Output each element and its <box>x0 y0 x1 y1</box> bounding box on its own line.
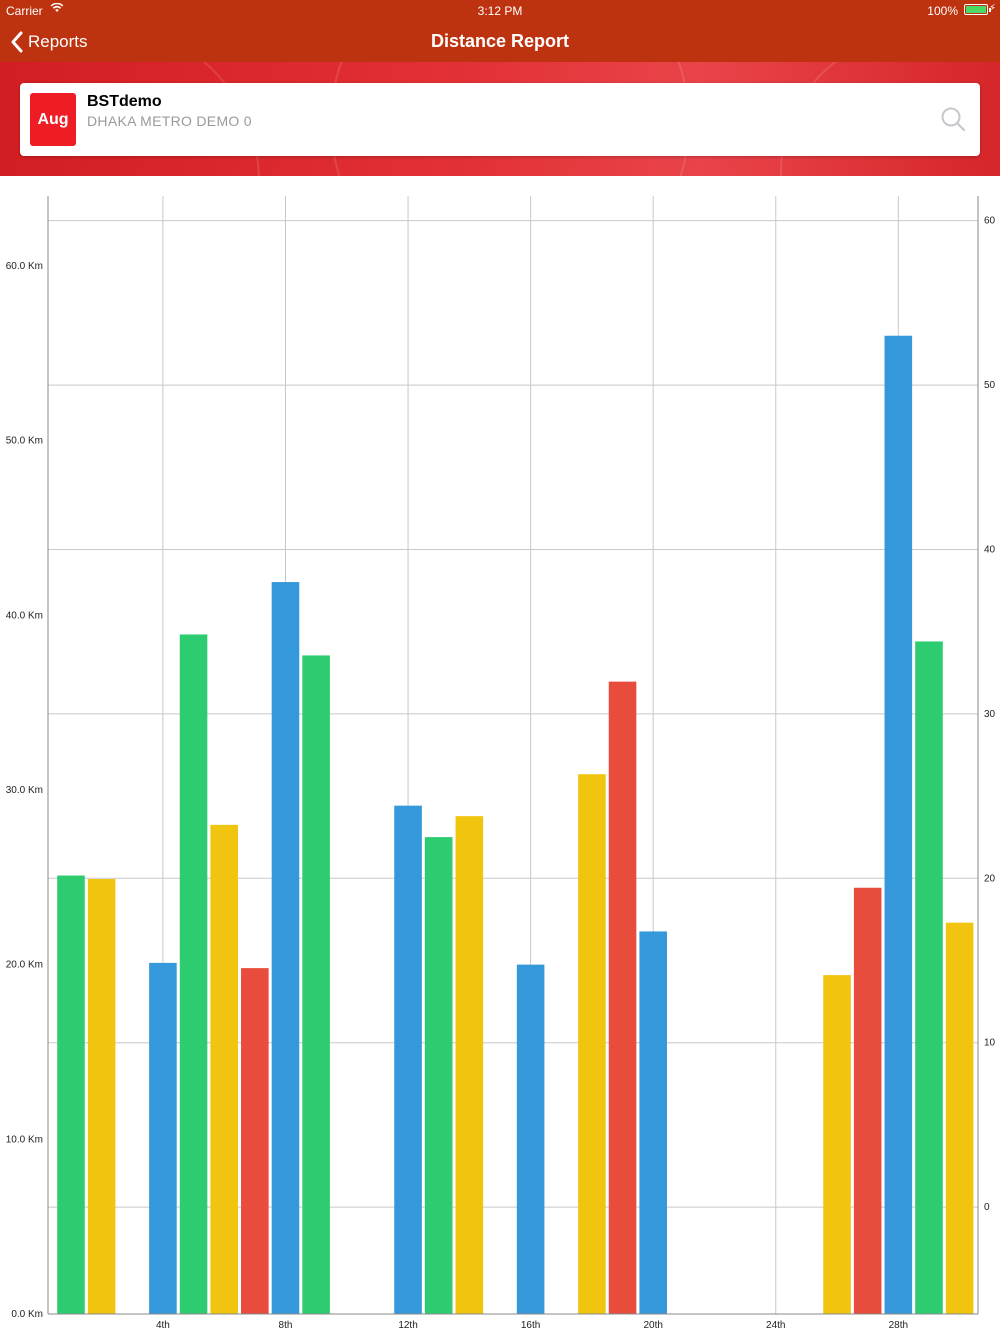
x-axis-tick-label: 24th <box>766 1320 785 1331</box>
chart-bar <box>424 837 453 1314</box>
left-axis-tick-label: 60.0 Km <box>6 261 43 272</box>
chart-bar <box>915 641 943 1314</box>
chart-bar <box>516 964 545 1314</box>
left-axis-tick-label: 10.0 Km <box>6 1134 43 1145</box>
chart-bar <box>823 975 851 1314</box>
left-axis-tick-label: 30.0 Km <box>6 785 43 796</box>
x-axis-tick-label: 4th <box>156 1320 170 1331</box>
back-button-label: Reports <box>28 32 88 51</box>
right-axis-tick-label: 50 <box>984 380 996 391</box>
left-axis-tick-label: 0.0 Km <box>11 1309 43 1320</box>
chevron-left-icon <box>11 31 23 53</box>
right-axis-tick-label: 40 <box>984 544 996 555</box>
x-axis-tick-label: 16th <box>521 1320 540 1331</box>
chart-bar <box>179 634 208 1314</box>
chart-bar <box>578 774 606 1314</box>
page-title: Distance Report <box>430 31 570 51</box>
clock: 3:12 PM <box>477 4 523 18</box>
chart-bar <box>149 962 177 1314</box>
left-axis-tick-label: 20.0 Km <box>6 960 43 971</box>
wifi-icon <box>50 3 64 12</box>
battery-percentage: 100% <box>927 4 958 18</box>
month-badge: Aug <box>30 93 76 146</box>
chart-bar <box>210 824 238 1314</box>
battery-icon <box>964 4 991 15</box>
x-axis-tick-label: 8th <box>279 1320 293 1331</box>
back-button[interactable]: Reports <box>10 28 88 56</box>
carrier-label: Carrier <box>6 4 43 18</box>
chart-bar <box>57 875 85 1314</box>
chart-bar <box>271 582 300 1314</box>
x-axis-tick-label: 28th <box>889 1320 908 1331</box>
chart-bar <box>884 335 913 1314</box>
charging-icon: ⚡ <box>988 3 996 14</box>
vehicle-name: BSTdemo <box>87 93 162 110</box>
vehicle-card[interactable]: Aug BSTdemo DHAKA METRO DEMO 0 <box>20 83 980 156</box>
status-bar: Carrier 3:12 PM 100% ⚡ <box>0 0 1000 20</box>
right-axis-tick-label: 60 <box>984 216 996 227</box>
right-axis-tick-label: 20 <box>984 873 996 884</box>
chart-bar <box>394 805 422 1314</box>
x-axis-tick-label: 12th <box>398 1320 417 1331</box>
chart-bar <box>945 922 974 1314</box>
left-axis-tick-label: 50.0 Km <box>6 436 43 447</box>
right-axis-tick-label: 30 <box>984 709 996 720</box>
chart-bar <box>241 968 269 1314</box>
right-axis-tick-label: 10 <box>984 1038 996 1049</box>
search-icon[interactable] <box>940 106 966 132</box>
distance-bar-chart: 0 10 20 30 40 50 60 4th 8th 12th 16th 20th 24th 28th 0… <box>6 196 996 1331</box>
right-axis-tick-label: 0 <box>984 1202 990 1213</box>
x-axis-tick-label: 20th <box>643 1320 662 1331</box>
navigation-bar: Carrier 3:12 PM 100% ⚡ Reports Distance … <box>0 0 1000 62</box>
chart-bar <box>639 931 667 1314</box>
chart-bar <box>608 681 637 1314</box>
chart-bar <box>853 887 882 1314</box>
chart-bar <box>87 879 116 1314</box>
chart-bar <box>302 655 330 1314</box>
chart-bar <box>455 816 484 1314</box>
vehicle-subtitle: DHAKA METRO DEMO 0 <box>87 113 252 129</box>
left-axis-tick-label: 40.0 Km <box>6 610 43 621</box>
